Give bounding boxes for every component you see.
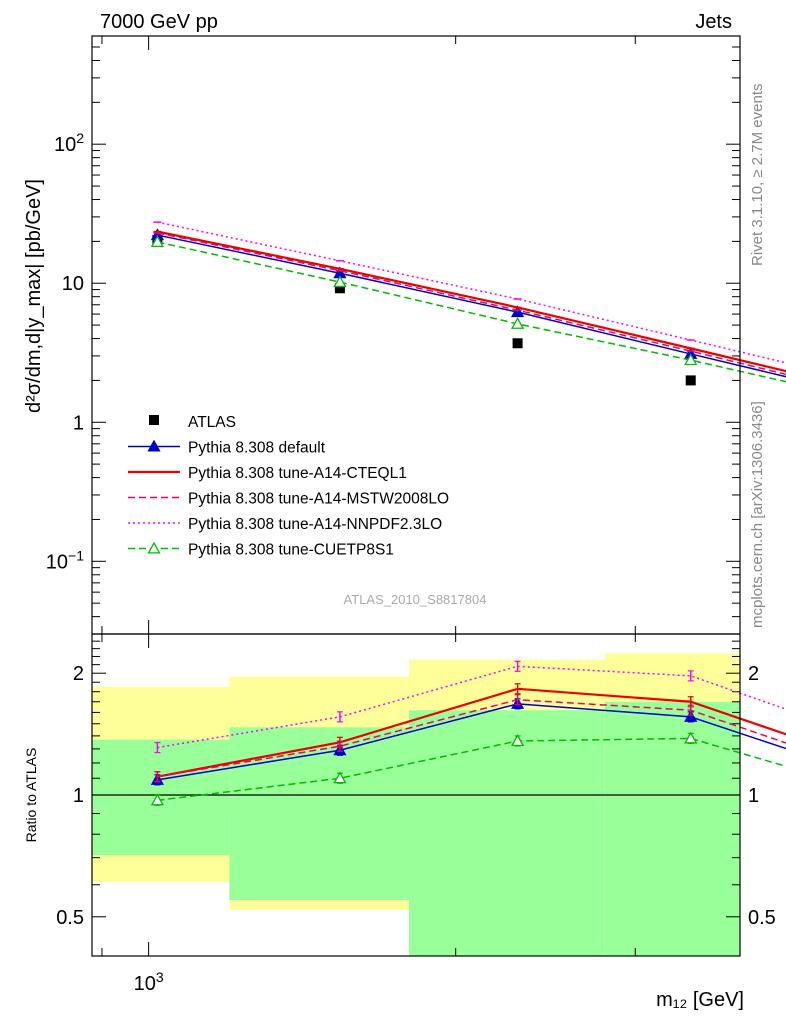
ratio-line	[157, 665, 786, 749]
legend-marker	[147, 541, 161, 554]
header-left: 7000 GeV pp	[100, 11, 218, 33]
data-point	[334, 283, 345, 294]
ratio-point	[333, 771, 347, 784]
band-inner	[92, 739, 230, 856]
watermark: ATLAS_2010_S8817804	[344, 592, 487, 607]
ratio-y-tick-label: 1	[73, 785, 84, 807]
y-tick-label: 10−1	[46, 547, 84, 573]
ratio-point	[510, 734, 525, 747]
ratio-y-tick-label: 2	[748, 663, 759, 685]
y-tick-label: 1	[73, 412, 84, 434]
main-series	[150, 221, 786, 386]
band-inner	[229, 727, 410, 901]
ratio-uncertainty-bands	[92, 653, 740, 956]
ratio-series	[150, 660, 786, 806]
xlabel: m₁₂ [GeV]	[656, 989, 744, 1011]
side-bottom: mcplots.cern.ch [arXiv:1306.3436]	[749, 401, 766, 628]
ratio-y-tick-label: 2	[73, 663, 84, 685]
ratio-point	[684, 710, 698, 722]
main-ylabel: d²σ/dm,d|y_max| [pb/GeV]	[23, 179, 45, 413]
data-point	[333, 275, 347, 288]
legend-marker	[147, 439, 161, 452]
series-line	[157, 221, 786, 364]
legend-label: ATLAS	[188, 414, 236, 431]
data-point	[684, 353, 698, 366]
data-point	[512, 338, 523, 349]
band-inner	[409, 710, 605, 956]
ratio-point	[150, 793, 165, 806]
ratio-ylabel: Ratio to ATLAS	[23, 748, 39, 843]
data-point	[685, 375, 696, 386]
ratio-y-tick-label: 1	[748, 785, 759, 807]
legend-label: Pythia 8.308 tune-A14-NNPDF2.3LO	[188, 516, 442, 533]
data-point	[510, 305, 525, 318]
x-tick-label: 103	[134, 969, 164, 995]
y-tick-label: 102	[54, 130, 84, 156]
data-point	[150, 235, 165, 248]
legend-symbol	[149, 415, 159, 425]
data-point	[510, 317, 525, 329]
band-inner	[604, 701, 740, 956]
legend-label: Pythia 8.308 default	[188, 440, 326, 457]
legend: ATLAS Pythia 8.308 default Pythia 8.308 tu…	[128, 414, 449, 559]
ratio-point	[684, 731, 698, 744]
header-right: Jets	[695, 11, 732, 33]
ratio-y-tick-label: 0.5	[56, 907, 84, 929]
side-top: Rivet 3.1.10, ≥ 2.7M events	[749, 84, 766, 267]
y-tick-label: 10	[62, 273, 84, 295]
ratio-frame	[91, 633, 741, 957]
ratio-y-tick-label: 0.5	[748, 907, 776, 929]
series-line	[157, 234, 786, 378]
legend-label: Pythia 8.308 tune-A14-MSTW2008LO	[188, 491, 449, 508]
legend-label: Pythia 8.308 tune-A14-CTEQL1	[188, 465, 407, 482]
legend-label: Pythia 8.308 tune-CUETP8S1	[188, 542, 394, 559]
